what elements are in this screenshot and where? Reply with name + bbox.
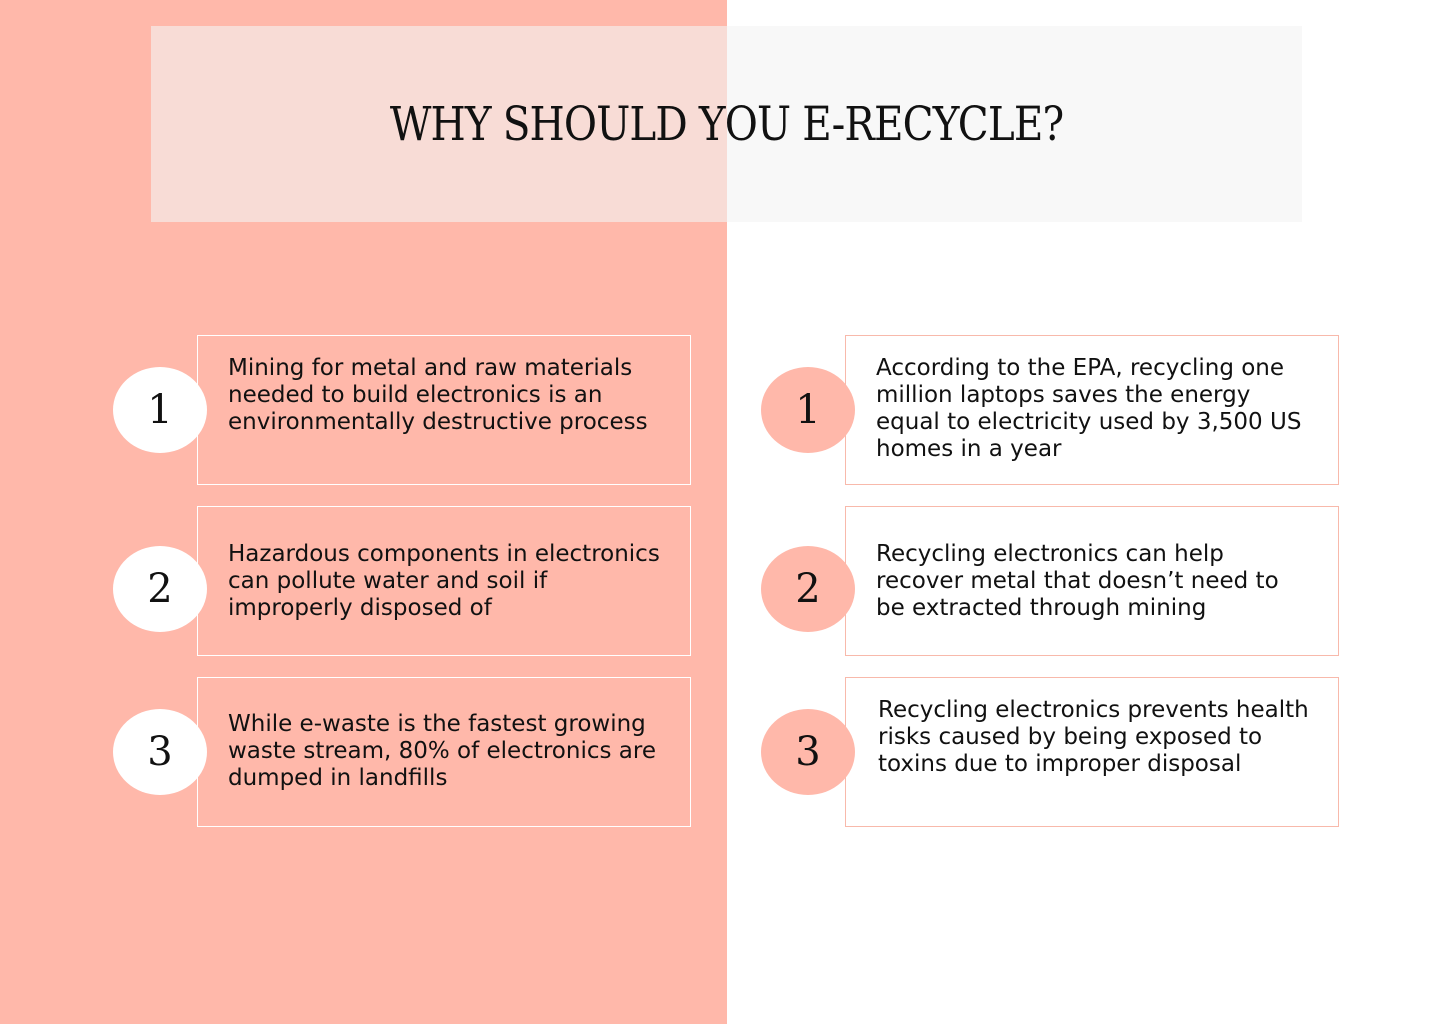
left-card-2-text: Hazardous components in electronics can … xyxy=(228,541,660,621)
right-card-3: Recycling electronics prevents health ri… xyxy=(845,677,1339,827)
left-number-badge-2: 2 xyxy=(113,546,207,632)
right-card-2: Recycling electronics can help recover m… xyxy=(845,506,1339,656)
right-card-1-text: According to the EPA, recycling one mill… xyxy=(876,355,1302,462)
left-card-2: Hazardous components in electronics can … xyxy=(197,506,691,656)
left-number-badge-3: 3 xyxy=(113,709,207,795)
left-card-3-text: While e-waste is the fastest growing was… xyxy=(228,711,656,791)
right-card-2-text: Recycling electronics can help recover m… xyxy=(876,541,1279,621)
left-number-badge-1: 1 xyxy=(113,367,207,453)
right-card-3-text: Recycling electronics prevents health ri… xyxy=(878,697,1309,777)
right-card-1: According to the EPA, recycling one mill… xyxy=(845,335,1339,485)
left-card-1: Mining for metal and raw materials neede… xyxy=(197,335,691,485)
page-title: WHY SHOULD YOU E-RECYCLE? xyxy=(389,96,1064,152)
right-number-badge-1: 1 xyxy=(761,367,855,453)
title-banner: WHY SHOULD YOU E-RECYCLE? xyxy=(151,26,1302,222)
left-card-1-text: Mining for metal and raw materials neede… xyxy=(228,355,648,435)
left-card-3: While e-waste is the fastest growing was… xyxy=(197,677,691,827)
right-number-badge-3: 3 xyxy=(761,709,855,795)
right-number-badge-2: 2 xyxy=(761,546,855,632)
